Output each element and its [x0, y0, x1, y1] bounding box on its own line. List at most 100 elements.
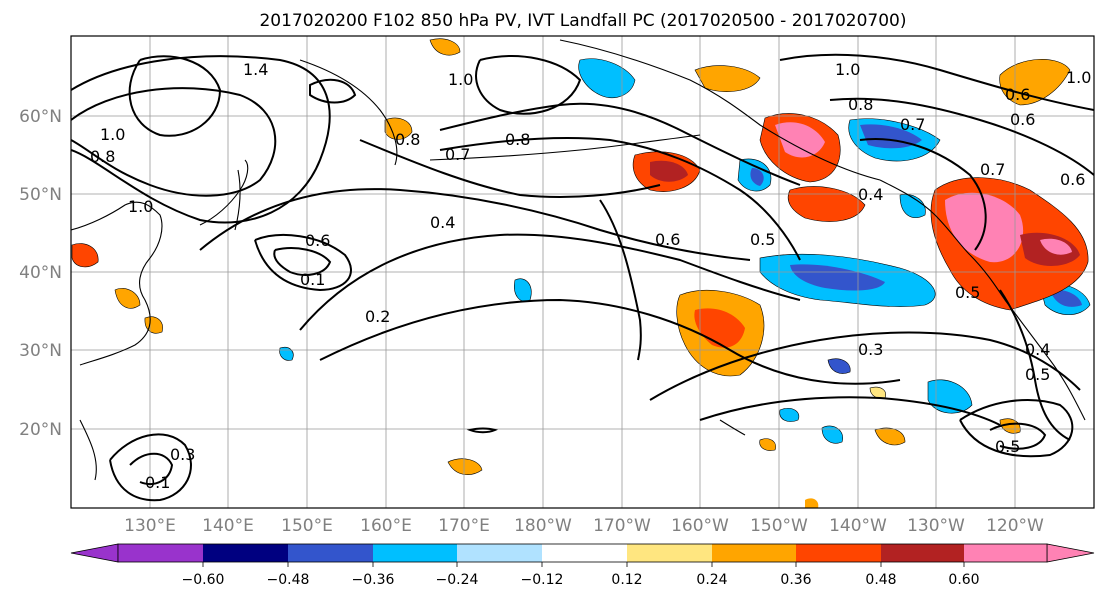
- contour-label: 0.5: [955, 283, 980, 302]
- coast-aleutians: [429, 134, 701, 161]
- colorbar-segment: [373, 544, 457, 562]
- lat-label: 40°N: [19, 263, 62, 283]
- colorbar-tick-label: −0.24: [436, 572, 479, 588]
- colorbar-segment: [118, 544, 203, 562]
- coast-hawaii: [719, 419, 746, 436]
- anomaly-pos-alaska-n: [694, 65, 761, 92]
- coast-alaska: [559, 39, 881, 181]
- colorbar-segment: [627, 544, 712, 562]
- colorbar-extend-high: [1046, 543, 1095, 563]
- contour-label: 0.7: [445, 145, 470, 164]
- lon-label: 120°W: [986, 516, 1044, 536]
- anomaly-pos-japan: [71, 243, 99, 268]
- anomaly-neg-sub3: [279, 347, 294, 361]
- anomaly-neg-sub2: [821, 425, 843, 444]
- contour-label: 0.7: [900, 115, 925, 134]
- contour-label: 0.5: [995, 437, 1020, 456]
- colorbar-tick-label: 0.24: [696, 572, 727, 588]
- coast-asia: [71, 201, 163, 366]
- colorbar-extend-low: [70, 543, 119, 563]
- map-content: 1.4 1.0 1.0 0.8 0.8 0.7 0.8 1.0 0.8 0.7 …: [71, 36, 1094, 508]
- anomaly-pos-subtrop4: [805, 498, 819, 508]
- contour-label: 0.5: [750, 230, 775, 249]
- coast-us-west: [969, 254, 1086, 421]
- lon-label: 130°W: [907, 516, 965, 536]
- anomaly-pos-bering-core: [650, 160, 688, 182]
- lat-label: 20°N: [19, 420, 62, 440]
- anomaly-neg-alaska-north: [578, 58, 636, 99]
- anomaly-pos-china: [114, 288, 141, 309]
- colorbar-segment: [964, 544, 1047, 562]
- anomaly-neg-alaska-gulf-core: [790, 264, 885, 291]
- anomaly-pos-kamchatka: [384, 117, 413, 140]
- colorbar-frame: [117, 543, 1048, 563]
- contour-label: 0.5: [1025, 365, 1050, 384]
- contour-label: 0.3: [170, 445, 195, 464]
- contour-label: 0.3: [858, 340, 883, 359]
- lon-axis: 130°E 140°E 150°E 160°E 170°E 180°W 170°…: [124, 516, 1044, 536]
- anomaly-pos-china2: [144, 316, 163, 334]
- pv-contours: [71, 53, 1094, 502]
- anomaly-neg-sub1: [779, 408, 800, 422]
- colorbar-segment: [542, 544, 627, 562]
- figure-title: 2017020200 F102 850 hPa PV, IVT Landfall…: [259, 11, 906, 31]
- colorbar-tick-label: 0.36: [780, 572, 811, 588]
- contour-label: 0.1: [300, 270, 325, 289]
- anomaly-pos-subtrop5: [759, 438, 776, 451]
- anomaly-pos-subtrop1: [874, 427, 906, 446]
- contour-labels: 1.4 1.0 1.0 0.8 0.8 0.7 0.8 1.0 0.8 0.7 …: [90, 60, 1091, 492]
- lon-label: 160°W: [671, 516, 729, 536]
- anomaly-neg-bering-core: [750, 168, 764, 186]
- lat-label: 50°N: [19, 185, 62, 205]
- colorbar-segment: [288, 544, 373, 562]
- colorbar-ticks: [202, 562, 965, 567]
- anomaly-neg-canada-east-core: [1050, 289, 1082, 307]
- lon-label: 150°E: [281, 516, 333, 536]
- contour-label: 1.0: [128, 197, 153, 216]
- contour-label: 0.6: [1005, 85, 1030, 104]
- colorbar-tick-label: −0.12: [521, 572, 564, 588]
- coast-kamchatka: [299, 59, 398, 166]
- anomaly-pos-west-coast-pink2: [1040, 238, 1072, 255]
- anomaly-pos-okhotsk: [429, 38, 461, 56]
- colorbar-tick-label: −0.48: [267, 572, 310, 588]
- lon-label: 170°E: [438, 516, 490, 536]
- anomaly-pos-gulf-core: [775, 122, 825, 158]
- contour-label: 1.4: [243, 60, 268, 79]
- lat-label: 60°N: [19, 107, 62, 127]
- coastlines: [71, 39, 1086, 481]
- colorbar-tick-label: 0.60: [948, 572, 979, 588]
- lat-axis: 60°N 50°N 40°N 30°N 20°N: [19, 107, 62, 440]
- colorbar-tick-label: −0.60: [182, 572, 225, 588]
- anomaly-neg-sub5: [827, 358, 851, 374]
- contour-label: 0.4: [858, 185, 883, 204]
- contour-label: 0.6: [1060, 170, 1085, 189]
- map-frame: [70, 35, 1095, 509]
- lon-label: 170°W: [593, 516, 651, 536]
- contour-label: 0.8: [395, 130, 420, 149]
- contour-label: 0.4: [1025, 340, 1050, 359]
- contour-label: 0.1: [145, 473, 170, 492]
- lon-label: 130°E: [124, 516, 176, 536]
- contour-label: 0.6: [305, 231, 330, 250]
- contour-label: 0.6: [655, 230, 680, 249]
- anomaly-neg-sub4: [899, 194, 926, 218]
- coast-bc: [879, 179, 971, 256]
- colorbar-tick-label: −0.36: [352, 572, 395, 588]
- anomaly-pos-gulf-south: [787, 186, 866, 222]
- coast-philippines: [79, 419, 97, 481]
- colorbar-segment: [796, 544, 881, 562]
- colorbar-tick-label: 0.12: [611, 572, 642, 588]
- colorbar-segment: [881, 544, 964, 562]
- anomaly-pos-canada-n: [999, 59, 1071, 106]
- contour-label: 1.0: [448, 70, 473, 89]
- colorbar-tick-label: 0.48: [865, 572, 896, 588]
- contour-label: 1.0: [1066, 68, 1091, 87]
- contour-label: 1.0: [835, 60, 860, 79]
- colorbar: −0.60 −0.48 −0.36 −0.24 −0.12 0.12 0.24 …: [70, 543, 1095, 588]
- gridlines: [71, 36, 1094, 508]
- colorbar-segment: [203, 544, 288, 562]
- contour-label: 0.4: [430, 213, 455, 232]
- contour-label: 0.2: [365, 307, 390, 326]
